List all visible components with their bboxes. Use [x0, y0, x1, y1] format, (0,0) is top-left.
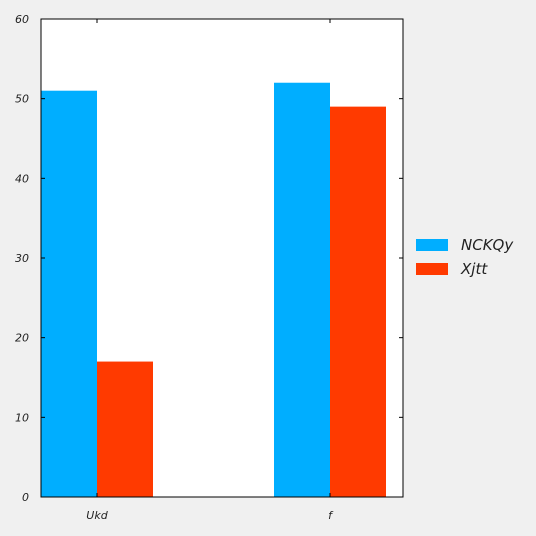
- y-tick-label: 40: [15, 172, 29, 185]
- legend: NCKQy Xjtt: [416, 236, 514, 278]
- bar-xjtt-ukd: [97, 361, 153, 497]
- legend-swatch-nckqy: [416, 239, 448, 251]
- plot-frame: [40, 18, 404, 498]
- bar-nckqy-ukd: [41, 90, 97, 497]
- y-tick-label: 20: [15, 332, 29, 345]
- y-tick-label: 0: [22, 491, 29, 504]
- x-tick-label: f: [328, 509, 334, 522]
- bars-group: [41, 82, 386, 497]
- y-tick-label: 30: [15, 252, 29, 265]
- y-tick-label: 10: [15, 411, 29, 424]
- x-tick-label: Ukd: [86, 509, 108, 522]
- legend-swatch-xjtt: [416, 263, 448, 275]
- y-tick-label: 60: [15, 13, 29, 26]
- y-tick-label: 50: [15, 93, 29, 106]
- legend-label-nckqy: NCKQy: [461, 236, 514, 254]
- bar-nckqy-f: [274, 82, 330, 497]
- ticks-group: 0 10 20 30 40 50 60 Ukd f: [15, 13, 403, 522]
- legend-label-xjtt: Xjtt: [460, 260, 488, 278]
- bar-xjtt-f: [330, 106, 386, 497]
